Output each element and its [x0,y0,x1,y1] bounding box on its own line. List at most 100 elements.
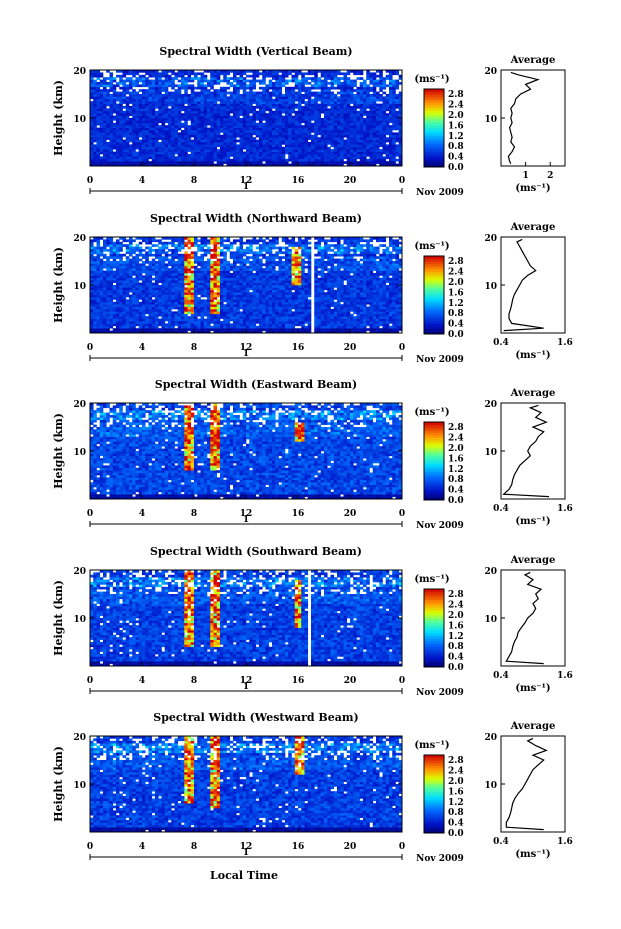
heatmap-cell [184,86,188,90]
heatmap-cell [291,108,296,112]
heatmap-cell [90,103,94,107]
heatmap-cell [203,311,208,315]
heatmap-cell [155,101,159,104]
heatmap-cell [174,265,179,269]
heatmap-cell [200,246,205,250]
heatmap-cell [190,292,195,295]
heatmap-cell [103,82,107,85]
heatmap-cell [213,318,218,322]
heatmap-cell [171,110,175,114]
heatmap-cell [142,146,146,150]
heatmap-cell [285,151,289,155]
heatmap-cell [151,292,156,295]
heatmap-cell [135,101,140,104]
heatmap-cell [262,125,266,128]
heatmap-cell [389,154,393,157]
heatmap-cell [346,72,351,76]
heatmap-cell [272,132,276,136]
heatmap-cell [190,127,195,131]
heatmap-cell [268,125,273,128]
heatmap-cell [190,277,195,281]
heatmap-cell [148,301,153,305]
heatmap-cell [197,275,201,279]
heatmap-cell [116,265,120,269]
heatmap-cell [164,70,169,73]
heatmap-cell [142,253,146,257]
heatmap-cell [129,316,133,319]
heatmap-cell [138,301,143,305]
heatmap-cell [116,251,120,255]
heatmap-cell [320,108,325,112]
heatmap-cell [168,101,172,104]
heatmap-cell [304,72,309,76]
heatmap-cell [213,158,218,162]
heatmap-cell [262,82,266,85]
heatmap-cell [109,241,114,245]
heatmap-cell [155,137,159,140]
heatmap-cell [210,139,214,143]
heatmap-cell [116,263,120,267]
heatmap-cell [161,325,166,329]
heatmap-cell [184,118,188,121]
heatmap-cell [340,120,344,124]
heatmap-cell [327,72,331,76]
heatmap-cell [359,142,364,145]
heatmap-cell [343,125,348,128]
heatmap-cell [236,161,240,164]
heatmap-cell [184,253,188,257]
heatmap-cell [148,161,153,164]
heatmap-cell [125,239,130,243]
heatmap-cell [223,108,227,112]
heatmap-cell [158,94,162,97]
heatmap-cell [132,304,136,307]
heatmap-cell [132,154,136,157]
heatmap-cell [177,163,182,167]
heatmap-cell [200,84,205,88]
heatmap-cell [119,139,123,143]
heatmap-cell [359,77,364,80]
heatmap-cell [207,297,211,300]
heatmap-cell [181,275,185,279]
heatmap-cell [330,158,335,162]
heatmap-cell [327,132,331,136]
heatmap-cell [155,244,159,247]
heatmap-cell [268,94,273,97]
heatmap-cell [278,70,283,73]
heatmap-cell [151,79,156,83]
heatmap-cell [90,77,94,80]
heatmap-cell [174,149,179,152]
heatmap-cell [164,251,169,255]
heatmap-cell [106,77,110,80]
x-tick-label: 4 [139,176,145,186]
heatmap-cell [353,94,357,97]
heatmap-cell [125,127,130,131]
heatmap-cell [106,277,110,281]
heatmap-cell [90,241,94,245]
heatmap-cell [184,282,188,286]
heatmap-cell [96,163,101,167]
heatmap-cell [200,299,205,303]
heatmap-cell [340,82,344,85]
heatmap-cell [148,130,153,133]
heatmap-cell [187,144,192,148]
heatmap-cell [327,146,331,150]
heatmap-cell [216,108,221,112]
heatmap-cell [122,301,127,305]
heatmap-cell [372,151,377,155]
heatmap-cell [119,158,123,162]
heatmap-cell [291,122,296,126]
heatmap-cell [112,249,117,252]
heatmap-cell [291,137,296,140]
heatmap-cell [385,118,390,121]
heatmap-cell [207,306,211,310]
heatmap-cell [135,125,140,128]
heatmap-cell [337,106,341,109]
heatmap-cell [343,84,348,88]
heatmap-cell [210,280,214,283]
heatmap-cell [151,134,156,138]
heatmap-cell [177,297,182,300]
heatmap-cell [281,70,286,73]
heatmap-cell [190,156,195,160]
heatmap-cell [314,130,318,133]
